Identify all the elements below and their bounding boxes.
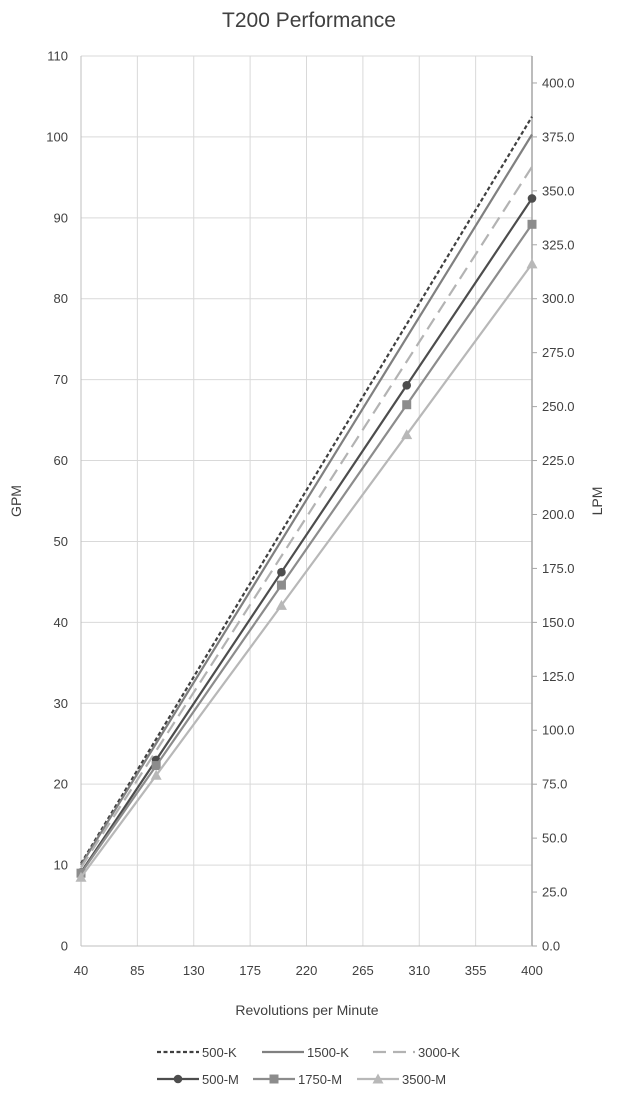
legend-marker-1750-m [269, 1074, 279, 1084]
series-line-500-k [80, 116, 533, 865]
y-tick-label: 50 [54, 534, 68, 549]
y-tick-label: 40 [54, 615, 68, 630]
x-tick-label: 40 [74, 963, 88, 978]
y2-tick-label: 275.0 [542, 345, 575, 360]
y-tick-label: 80 [54, 291, 68, 306]
legend: 500-K 1500-K 3000-K 500-M 1750-M 3500-M [157, 1045, 460, 1087]
data-point-3500-m [526, 258, 538, 269]
data-point-1750-m [527, 219, 537, 229]
x-tick-label: 175 [239, 963, 261, 978]
legend-label-500-k: 500-K [202, 1045, 237, 1060]
y2-tick-label: 150.0 [542, 615, 575, 630]
y-tick-label: 0 [61, 939, 68, 954]
y2-tick-label: 300.0 [542, 291, 575, 306]
series [75, 116, 538, 882]
y-tick-label: 70 [54, 372, 68, 387]
y-tick-label: 10 [54, 858, 68, 873]
legend-label-1500-k: 1500-K [307, 1045, 349, 1060]
ticks: 0 10 20 30 40 50 60 70 80 90 100 110 40 85 130 175 220 26… [46, 49, 574, 979]
legend-marker-3500-m [372, 1073, 384, 1084]
y2-tick-label: 200.0 [542, 507, 575, 522]
legend-marker-500-m [173, 1074, 183, 1084]
data-point-3500-m [150, 769, 162, 780]
y2-tick-label: 75.0 [542, 777, 567, 792]
data-point-3500-m [75, 871, 87, 882]
x-tick-label: 310 [408, 963, 430, 978]
x-tick-label: 130 [183, 963, 205, 978]
legend-label-1750-m: 1750-M [298, 1072, 342, 1087]
y2-tick-label: 100.0 [542, 723, 575, 738]
data-point-500-m [402, 381, 412, 390]
x-axis-title: Revolutions per Minute [235, 1002, 378, 1018]
data-point-3500-m [401, 429, 413, 440]
y2-tick-label: 125.0 [542, 669, 575, 684]
x-tick-label: 265 [352, 963, 374, 978]
y-tick-label: 30 [54, 696, 68, 711]
y2-axis-title: LPM [589, 487, 605, 516]
y2-tick-label: 25.0 [542, 885, 567, 900]
y-tick-label: 90 [54, 210, 68, 225]
data-point-500-m [527, 194, 537, 203]
y-tick-label: 100 [46, 129, 68, 144]
x-tick-label: 220 [296, 963, 318, 978]
y2-tick-label: 0.0 [542, 939, 560, 954]
y2-tick-label: 325.0 [542, 237, 575, 252]
y2-tick-label: 250.0 [542, 399, 575, 414]
x-tick-label: 355 [465, 963, 487, 978]
legend-label-3000-k: 3000-K [418, 1045, 460, 1060]
series-line-1500-k [80, 133, 533, 866]
y-tick-label: 60 [54, 453, 68, 468]
y2-tick-label: 375.0 [542, 129, 575, 144]
y-tick-label: 110 [47, 49, 68, 64]
data-point-500-m [277, 567, 286, 577]
chart-title: T200 Performance [222, 9, 396, 32]
x-tick-label: 85 [130, 963, 144, 978]
data-point-1750-m [276, 580, 286, 590]
data-point-3500-m [275, 599, 287, 610]
legend-label-500-m: 500-M [202, 1072, 239, 1087]
x-tick-label: 400 [521, 963, 543, 978]
grid [81, 55, 532, 946]
y-axis-title: GPM [8, 485, 24, 517]
axes [80, 56, 537, 947]
data-point-1750-m [151, 761, 161, 771]
y2-tick-label: 225.0 [542, 453, 575, 468]
legend-label-3500-m: 3500-M [402, 1072, 446, 1087]
y-tick-label: 20 [54, 777, 68, 792]
y2-tick-label: 400.0 [542, 75, 575, 90]
data-point-1750-m [402, 400, 412, 410]
y2-tick-label: 50.0 [542, 831, 567, 846]
y2-tick-label: 350.0 [542, 183, 575, 198]
y2-tick-label: 175.0 [542, 561, 575, 576]
